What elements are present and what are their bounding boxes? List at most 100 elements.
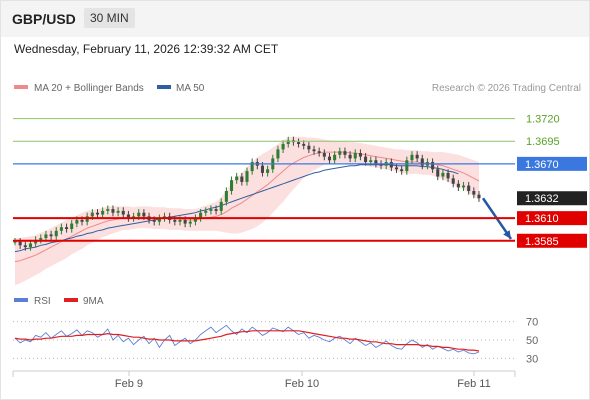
- watermark: Research © 2026 Trading Central: [432, 83, 581, 94]
- datetime-label: Wednesday, February 11, 2026 12:39:32 AM…: [14, 42, 279, 56]
- candle-body: [39, 238, 43, 240]
- x-tick-label: Feb 10: [285, 378, 319, 390]
- legend-swatch-ma50: [157, 85, 171, 89]
- candle-body: [204, 210, 208, 213]
- candle-body: [137, 212, 141, 217]
- candle-body: [230, 180, 234, 191]
- candle-body: [420, 158, 424, 166]
- legend-label-ma50: MA 50: [176, 83, 205, 94]
- candle-body: [369, 160, 373, 163]
- candle-body: [389, 162, 393, 168]
- legend-label-rsi: RSI: [34, 296, 51, 307]
- candle-body: [116, 210, 120, 213]
- legend-swatch-9ma: [64, 298, 78, 302]
- candle-body: [214, 209, 218, 211]
- legend-swatch-rsi: [14, 298, 28, 302]
- candle-body: [317, 151, 321, 153]
- candle-body: [101, 210, 105, 215]
- pivot-label: 1.3670: [525, 159, 559, 171]
- candle-body: [462, 185, 466, 188]
- candle-body: [400, 169, 404, 172]
- candle-body: [327, 156, 332, 161]
- support-label: 1.3585: [525, 236, 559, 248]
- resistance-label: 1.3695: [526, 136, 560, 148]
- candle-body: [441, 172, 445, 177]
- candle-body: [472, 191, 476, 195]
- rsi-tick-label: 30: [526, 353, 538, 365]
- current-price-tag: [517, 191, 587, 206]
- rsi-tick-label: 70: [526, 317, 538, 329]
- x-tick-label: Feb 11: [457, 378, 490, 390]
- forecast-arrow-head: [503, 230, 511, 239]
- candle-body: [348, 154, 352, 159]
- candle-body: [178, 219, 182, 222]
- candle-body: [193, 218, 197, 222]
- candle-body: [65, 227, 69, 229]
- candle-body: [451, 178, 455, 184]
- ma50-line: [14, 164, 459, 253]
- header-bar: GBP/USD 30 MIN: [1, 1, 589, 37]
- candle-body: [54, 230, 58, 237]
- pivot-tag: [517, 156, 587, 171]
- candle-body: [379, 163, 383, 166]
- support-label: 1.3610: [525, 213, 559, 225]
- legend-label-9ma: 9MA: [83, 296, 104, 307]
- candle-body: [394, 167, 399, 170]
- candle-body: [199, 212, 203, 219]
- candle-body: [126, 214, 130, 219]
- candle-body: [142, 212, 146, 217]
- candle-body: [410, 154, 414, 161]
- candle-body: [307, 145, 311, 150]
- candle-body: [240, 176, 244, 182]
- candle-body: [75, 219, 79, 224]
- x-tick-label: Feb 9: [115, 378, 143, 390]
- candle-body: [338, 151, 342, 155]
- bollinger-band: [15, 136, 479, 286]
- candle-body: [80, 219, 84, 222]
- legend-label-ma20: MA 20 + Bollinger Bands: [34, 83, 144, 94]
- candle-body: [353, 153, 357, 159]
- candle-body: [95, 212, 100, 215]
- candle-body: [297, 142, 301, 144]
- resistance-label: 1.3720: [526, 114, 560, 126]
- candle-body: [157, 218, 161, 222]
- candle-body: [49, 234, 53, 237]
- main-plot: [13, 136, 513, 286]
- timeframe-button[interactable]: 30 MIN: [84, 8, 135, 28]
- candle-body: [111, 209, 115, 213]
- candle-body: [343, 151, 347, 155]
- rsi-9ma-line: [14, 330, 480, 352]
- x-axis: Feb 9 Feb 10 Feb 11: [12, 370, 516, 390]
- candle-body: [302, 143, 306, 146]
- rsi-tick-label: 50: [526, 335, 538, 347]
- candle-body: [59, 227, 63, 231]
- support-tag: [517, 233, 587, 248]
- candle-body: [374, 160, 378, 164]
- candle-body: [286, 140, 290, 144]
- candle-body: [90, 212, 94, 217]
- candle-body: [245, 171, 249, 182]
- level-lines: 1.3720 1.3695 1.3670 1.3632 1.3610 1.3585: [13, 114, 587, 248]
- candle-body: [364, 156, 368, 163]
- candle-body: [436, 169, 440, 177]
- candle-body: [173, 219, 177, 222]
- current-price-label: 1.3632: [525, 193, 559, 205]
- rsi-line: [14, 324, 480, 355]
- candle-body: [415, 154, 419, 159]
- candle-body: [70, 223, 74, 229]
- candle-body: [281, 143, 285, 150]
- candle-body: [266, 169, 270, 173]
- rsi-plot: 70 50 30: [13, 317, 538, 365]
- candle-body: [322, 153, 326, 157]
- symbol-label: GBP/USD: [12, 11, 76, 27]
- candle-body: [219, 201, 223, 211]
- candle-body: [312, 149, 316, 152]
- candle-body: [446, 172, 450, 179]
- candle-body: [152, 219, 156, 222]
- candle-body: [121, 210, 125, 215]
- candle-body: [467, 185, 471, 191]
- candle-body: [477, 194, 481, 199]
- legend-swatch-ma20: [14, 85, 28, 89]
- candle-body: [183, 219, 187, 224]
